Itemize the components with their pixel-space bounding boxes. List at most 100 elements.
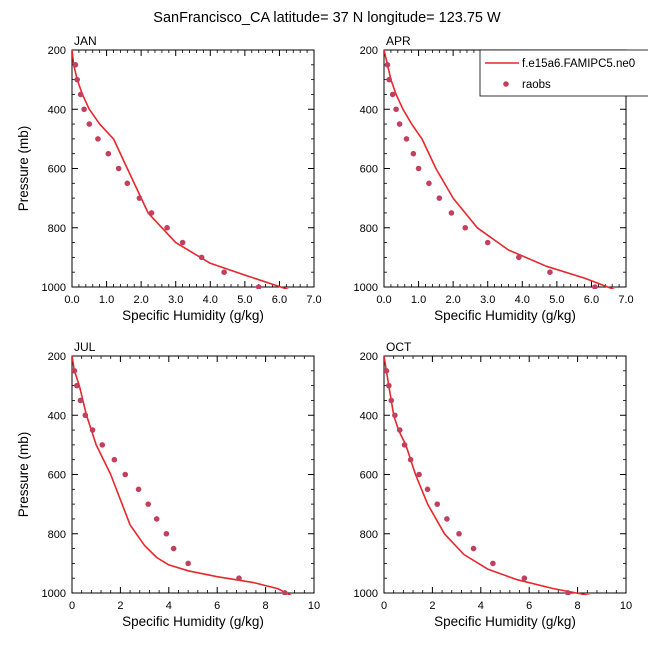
raobs-point xyxy=(426,180,432,187)
raobs-point xyxy=(396,427,403,433)
x-tick-label: 6.0 xyxy=(584,294,599,306)
raobs-point xyxy=(153,516,160,522)
x-tick-label: 5.0 xyxy=(237,294,252,306)
y-tick-label: 600 xyxy=(48,164,66,176)
raobs-point xyxy=(444,516,450,522)
panel-label: JUL xyxy=(74,340,96,354)
raobs-point xyxy=(236,575,242,581)
x-tick-label: 4 xyxy=(166,600,172,612)
y-tick-label: 1000 xyxy=(354,282,378,294)
x-tick-label: 0.0 xyxy=(376,294,391,306)
y-tick-label: 800 xyxy=(48,223,66,235)
y-axis-label: Pressure (mb) xyxy=(16,126,31,212)
raobs-point xyxy=(389,91,396,98)
legend-box xyxy=(479,49,648,97)
raobs-point xyxy=(403,136,410,142)
y-tick-label: 400 xyxy=(360,410,378,422)
raobs-point xyxy=(86,121,93,127)
raobs-point xyxy=(516,254,522,261)
raobs-point xyxy=(462,224,469,231)
raobs-point xyxy=(255,284,262,289)
raobs-point xyxy=(407,456,414,463)
raobs-point xyxy=(424,486,431,493)
raobs-point xyxy=(148,210,155,216)
y-tick-label: 400 xyxy=(360,104,378,116)
raobs-point xyxy=(448,210,455,216)
panel-label: JAN xyxy=(74,34,97,48)
raobs-point xyxy=(470,545,477,552)
raobs-point xyxy=(163,530,170,537)
x-tick-label: 10 xyxy=(308,600,320,612)
x-axis-label: Specific Humidity (g/kg) xyxy=(434,308,576,323)
raobs-point xyxy=(456,530,462,537)
y-tick-label: 200 xyxy=(360,351,378,363)
x-tick-label: 2.0 xyxy=(445,294,460,306)
x-tick-label: 6 xyxy=(214,600,220,612)
y-tick-label: 1000 xyxy=(42,282,66,294)
x-tick-label: 3.0 xyxy=(168,294,183,306)
x-tick-label: 7.0 xyxy=(618,294,633,306)
x-tick-label: 8 xyxy=(575,600,581,612)
raobs-point xyxy=(164,224,170,231)
raobs-point xyxy=(185,560,191,567)
raobs-point xyxy=(434,501,441,507)
plot-data xyxy=(384,49,616,289)
raobs-point xyxy=(111,456,118,463)
chart-panel-apr: APR 0.0 1.0 2.0 3.0 4.0 5.0 6.0 7.0 200 400 600 800 1… xyxy=(354,34,634,323)
model-profile-line xyxy=(384,355,592,595)
raobs-point xyxy=(115,165,122,172)
legend-obs-label: raobs xyxy=(522,79,551,91)
raobs-point xyxy=(74,76,80,83)
raobs-point xyxy=(393,106,399,113)
y-tick-label: 200 xyxy=(48,45,66,57)
x-tick-label: 0 xyxy=(69,600,75,612)
chart-panel-oct: OCT 0 2 4 6 8 10 200 400 600 800 1000 Specific Humid… xyxy=(354,340,633,629)
raobs-point xyxy=(386,76,392,83)
x-tick-label: 10 xyxy=(620,600,632,612)
raobs-point xyxy=(170,545,177,552)
y-tick-label: 200 xyxy=(360,45,378,57)
y-tick-label: 800 xyxy=(360,529,378,541)
raobs-point xyxy=(122,471,129,478)
raobs-point xyxy=(401,442,408,448)
raobs-point xyxy=(198,254,205,261)
raobs-point xyxy=(521,575,528,581)
y-tick-label: 1000 xyxy=(354,588,378,600)
model-profile-line xyxy=(72,49,290,289)
raobs-point xyxy=(74,382,80,389)
raobs-point xyxy=(388,397,395,404)
raobs-point xyxy=(392,412,398,419)
x-tick-label: 4.0 xyxy=(203,294,218,306)
raobs-point xyxy=(221,269,227,275)
x-tick-label: 2.0 xyxy=(133,294,148,306)
raobs-point xyxy=(105,150,112,157)
x-tick-label: 4 xyxy=(478,600,484,612)
y-tick-label: 800 xyxy=(48,529,66,541)
y-tick-label: 400 xyxy=(48,410,66,422)
raobs-point xyxy=(565,590,571,595)
x-tick-label: 5.0 xyxy=(549,294,564,306)
x-tick-label: 6.0 xyxy=(272,294,287,306)
raobs-point xyxy=(72,62,79,68)
x-axis-label: Specific Humidity (g/kg) xyxy=(122,308,264,323)
x-tick-label: 7.0 xyxy=(306,294,321,306)
x-tick-label: 8 xyxy=(263,600,269,612)
raobs-point xyxy=(484,239,491,246)
chart-panel-jul: JUL 0 2 4 6 8 10 200 400 600 800 1000 Specific Humid… xyxy=(16,340,320,629)
raobs-point xyxy=(386,382,392,389)
x-tick-label: 3.0 xyxy=(480,294,495,306)
x-axis-label: Specific Humidity (g/kg) xyxy=(122,614,264,629)
panel-label: APR xyxy=(386,34,411,48)
raobs-point xyxy=(135,486,142,493)
plot-frame xyxy=(71,355,315,594)
y-tick-label: 600 xyxy=(360,164,378,176)
y-tick-label: 200 xyxy=(48,351,66,363)
y-tick-label: 800 xyxy=(360,223,378,235)
raobs-point xyxy=(136,195,143,201)
raobs-point xyxy=(490,560,496,567)
model-profile-line xyxy=(72,355,293,595)
raobs-point xyxy=(89,427,96,433)
raobs-point xyxy=(410,150,417,157)
x-tick-label: 4.0 xyxy=(515,294,530,306)
